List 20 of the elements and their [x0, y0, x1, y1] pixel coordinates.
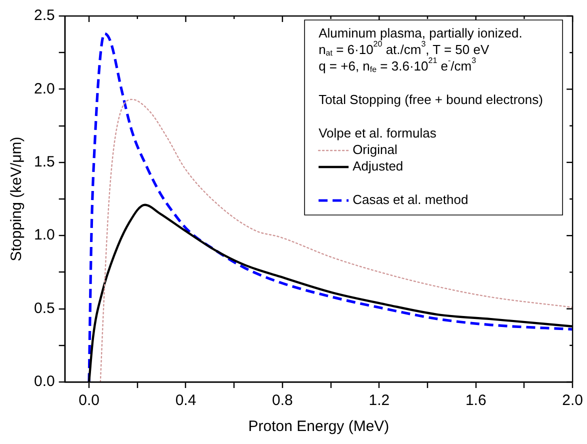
annotation: Volpe et al. formulas — [318, 126, 437, 141]
x-tick-label: 0.0 — [78, 392, 100, 410]
y-axis-title: Stopping (keV/μm) — [8, 136, 26, 262]
y-tick-label: 2.5 — [34, 7, 55, 24]
x-tick-label: 0.8 — [272, 392, 293, 410]
annotation: Total Stopping (free + bound electrons) — [318, 92, 543, 108]
y-tick-label: 0.5 — [34, 300, 55, 317]
x-tick-label: 0.4 — [175, 392, 196, 410]
legend-label: Adjusted — [352, 158, 404, 174]
x-axis-title: Proton Energy (MeV) — [248, 418, 390, 436]
x-tick-label: 1.2 — [368, 392, 390, 410]
legend-label: Original — [352, 142, 398, 158]
y-tick-label: 1.0 — [34, 226, 55, 244]
legend-label: Casas et al. method — [352, 192, 468, 208]
y-tick-label: 0.0 — [34, 373, 55, 390]
y-tick-label: 2.0 — [34, 80, 55, 98]
y-tick-label: 1.5 — [34, 154, 55, 171]
x-tick-label: 2.0 — [562, 392, 584, 410]
annotation: Aluminum plasma, partially ionized. — [318, 26, 522, 41]
x-tick-label: 1.6 — [465, 392, 486, 410]
